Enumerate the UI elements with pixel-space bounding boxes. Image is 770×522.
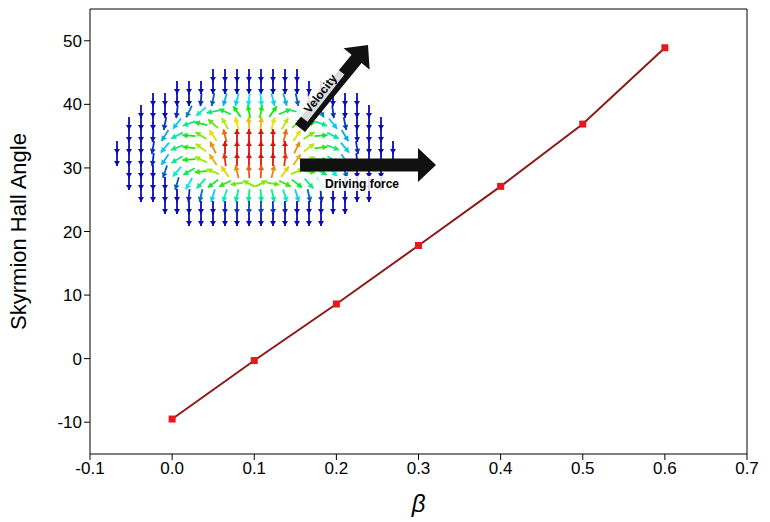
svg-text:0.0: 0.0 [160, 459, 184, 478]
svg-text:30: 30 [63, 159, 82, 178]
svg-text:-0.1: -0.1 [75, 459, 104, 478]
svg-text:-10: -10 [57, 413, 82, 432]
svg-text:0.2: 0.2 [325, 459, 349, 478]
svg-text:Driving force: Driving force [325, 177, 399, 191]
svg-text:0.7: 0.7 [735, 459, 759, 478]
svg-text:Skyrmion Hall Angle: Skyrmion Hall Angle [6, 133, 31, 330]
svg-text:β: β [411, 490, 426, 517]
svg-text:20: 20 [63, 223, 82, 242]
svg-text:0.4: 0.4 [489, 459, 513, 478]
svg-text:40: 40 [63, 95, 82, 114]
svg-text:50: 50 [63, 32, 82, 51]
svg-text:10: 10 [63, 286, 82, 305]
svg-text:0: 0 [73, 350, 82, 369]
svg-text:0.1: 0.1 [242, 459, 266, 478]
svg-text:Velocity: Velocity [301, 71, 340, 116]
svg-text:0.5: 0.5 [571, 459, 595, 478]
svg-text:0.6: 0.6 [653, 459, 677, 478]
svg-text:0.3: 0.3 [407, 459, 431, 478]
